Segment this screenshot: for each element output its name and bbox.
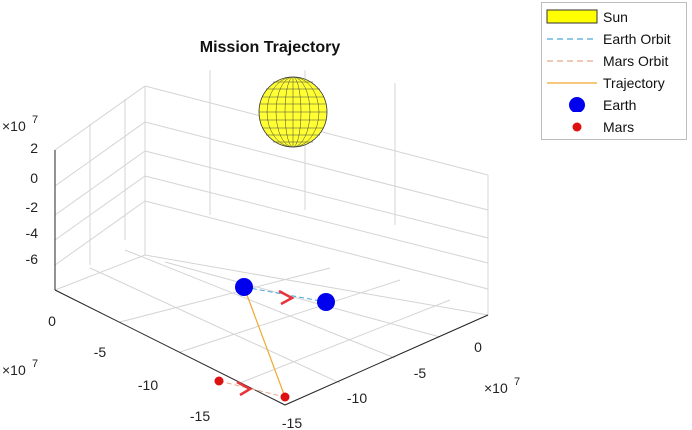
z-exponent-base: ×10 [2,118,26,134]
trajectory-line [243,286,286,398]
x-tick-label: -10 [347,390,367,406]
legend-item-sun: Sun [542,6,686,26]
mars-marker [214,376,224,386]
earth-direction-arrow [278,289,295,306]
large-dot-icon [569,97,585,112]
y-tick-label: -15 [190,408,210,424]
legend-item-mars: Mars [542,116,686,136]
z-tick-label: 0 [30,170,38,186]
legend-label: Sun [603,9,628,25]
z-tick-label: 2 [30,140,38,156]
z-tick-label: -6 [26,251,39,267]
y-exponent-power: 7 [32,358,38,370]
y-exponent-base: ×10 [2,362,26,378]
z-axis-tick-labels: 2 0 -2 -4 -6 [26,140,39,267]
x-axis-tick-labels: -15 -10 -5 0 [282,339,482,430]
legend-item-trajectory: Trajectory [542,72,686,92]
z-tick-label: -4 [26,225,39,241]
small-dot-icon [572,122,582,132]
z-tick-label: -2 [26,199,39,215]
chart-title: Mission Trajectory [200,39,341,56]
legend-item-earth-orbit: Earth Orbit [542,28,686,48]
x-tick-label: -15 [282,415,302,430]
dashed-line-icon [547,60,597,62]
legend-label: Mars Orbit [603,53,669,69]
legend-item-earth: Earth [542,94,686,114]
y-axis-exponent: ×10 7 [2,358,38,378]
z-axis-exponent: ×10 7 [2,114,38,134]
x-tick-label: -5 [414,365,427,381]
earth-marker [317,293,335,311]
z-exponent-power: 7 [32,114,38,126]
mars-marker [280,392,290,402]
legend-label: Trajectory [603,75,665,91]
legend-item-mars-orbit: Mars Orbit [542,50,686,70]
x-tick-label: 0 [474,339,482,355]
sun-sphere [258,76,328,148]
x-exponent-base: ×10 [484,380,508,396]
mars-direction-arrow [236,380,253,397]
earth-marker [235,278,253,296]
y-tick-label: 0 [48,313,56,329]
sun-patch-icon [546,9,598,24]
x-exponent-power: 7 [514,376,520,388]
dashed-line-icon [547,38,597,40]
legend: Sun Earth Orbit Mars Orbit Trajectory Ea… [541,2,687,140]
y-tick-label: -10 [138,377,158,393]
legend-label: Earth Orbit [603,31,671,47]
x-axis-exponent: ×10 7 [484,376,520,396]
y-axis-tick-labels: 0 -5 -10 -15 [48,313,210,424]
legend-label: Mars [603,119,635,135]
legend-label: Earth [603,97,637,113]
solid-line-icon [547,82,597,84]
y-tick-label: -5 [94,344,107,360]
